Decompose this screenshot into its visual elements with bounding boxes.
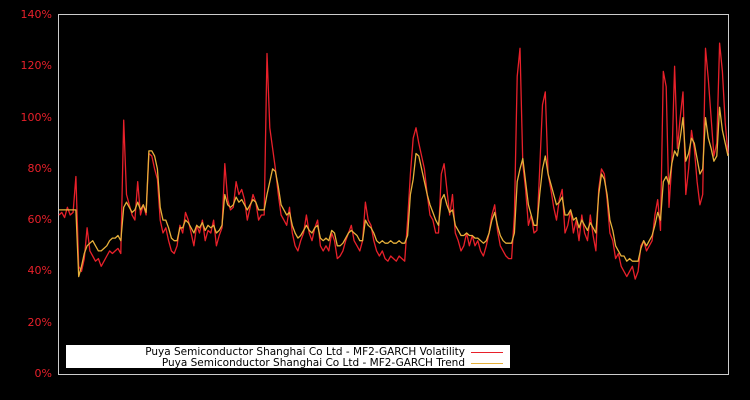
trend-line	[59, 106, 729, 278]
y-tick-label: 120%	[20, 59, 52, 73]
series-layer	[58, 42, 729, 280]
legend-swatch-trend	[471, 362, 503, 364]
legend-swatch-volatility	[471, 351, 503, 353]
y-tick-label: 0%	[34, 367, 52, 380]
y-tick-label: 20%	[27, 315, 52, 329]
volatility-line	[58, 42, 729, 280]
legend: Puya Semiconductor Shanghai Co Ltd - MF2…	[66, 345, 510, 369]
legend-label-trend: Puya Semiconductor Shanghai Co Ltd - MF2…	[161, 357, 465, 369]
y-tick-label: 60%	[27, 213, 52, 227]
y-tick-label: 40%	[27, 264, 52, 278]
legend-item-trend: Puya Semiconductor Shanghai Co Ltd - MF2…	[162, 357, 510, 369]
y-tick-label: 100%	[20, 110, 52, 124]
y-tick-label: 80%	[27, 161, 52, 175]
legend-item-volatility: Puya Semiconductor Shanghai Co Ltd - MF2…	[145, 346, 510, 358]
plot-area	[58, 14, 729, 375]
legend-label-volatility: Puya Semiconductor Shanghai Co Ltd - MF2…	[145, 346, 465, 358]
y-tick-label: 140%	[20, 8, 52, 21]
